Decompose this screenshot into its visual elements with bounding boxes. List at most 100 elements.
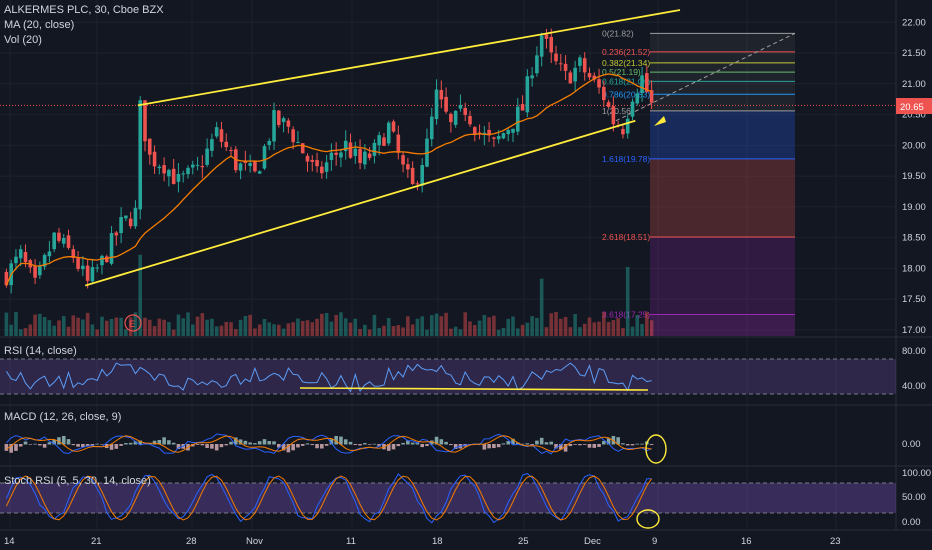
candle-body[interactable] <box>506 130 511 135</box>
candle-body[interactable] <box>549 37 554 53</box>
candle-body[interactable] <box>124 215 128 219</box>
candle-body[interactable] <box>100 255 104 266</box>
candle-body[interactable] <box>511 128 515 133</box>
candle-body[interactable] <box>415 183 420 185</box>
candle-body[interactable] <box>372 142 377 156</box>
candle-body[interactable] <box>119 217 123 234</box>
candle-body[interactable] <box>286 120 291 127</box>
candle-body[interactable] <box>472 127 477 135</box>
candle-body[interactable] <box>578 57 582 66</box>
candle-body[interactable] <box>363 151 367 165</box>
candle-body[interactable] <box>171 168 176 185</box>
candle-body[interactable] <box>597 79 601 88</box>
candle-body[interactable] <box>429 116 434 140</box>
earnings-marker[interactable]: E <box>129 319 135 330</box>
candle-body[interactable] <box>477 132 482 134</box>
fib-trend-line[interactable] <box>615 32 796 122</box>
candle-body[interactable] <box>386 122 391 144</box>
candle-body[interactable] <box>568 72 573 84</box>
candle-body[interactable] <box>4 271 9 286</box>
candle-body[interactable] <box>343 140 348 152</box>
candle-body[interactable] <box>291 129 295 143</box>
candle-body[interactable] <box>33 266 37 278</box>
candle-body[interactable] <box>90 267 95 282</box>
candle-body[interactable] <box>147 138 152 155</box>
candle-body[interactable] <box>320 166 324 174</box>
candle-body[interactable] <box>544 34 549 39</box>
candle-body[interactable] <box>23 251 28 263</box>
candle-body[interactable] <box>339 152 343 158</box>
channel-upper-line[interactable] <box>137 9 681 107</box>
candle-body[interactable] <box>515 106 520 132</box>
candle-body[interactable] <box>138 100 143 210</box>
rsi-panel[interactable]: 80.00 40.00 <box>0 346 926 395</box>
candle-body[interactable] <box>539 35 544 57</box>
candle-body[interactable] <box>530 75 534 79</box>
candle-body[interactable] <box>224 141 229 148</box>
arrow-icon[interactable] <box>654 116 666 126</box>
candle-body[interactable] <box>257 171 262 174</box>
fibonacci-extension[interactable]: 0(21.82) 0.236(21.52)0.382(21.34)0.5(21.1… <box>0 28 896 336</box>
candle-body[interactable] <box>582 58 587 73</box>
candle-body[interactable] <box>396 134 401 153</box>
candle-body[interactable] <box>176 173 181 182</box>
candle-body[interactable] <box>501 133 506 139</box>
candle-body[interactable] <box>625 118 630 134</box>
macd-line[interactable] <box>6 433 652 455</box>
trend-channel[interactable] <box>84 9 681 287</box>
candle-body[interactable] <box>525 76 530 113</box>
candle-body[interactable] <box>592 75 597 80</box>
candle-body[interactable] <box>133 207 138 227</box>
candle-body[interactable] <box>611 106 616 125</box>
candle-body[interactable] <box>329 152 334 160</box>
candle-body[interactable] <box>238 163 243 171</box>
candle-body[interactable] <box>635 93 640 104</box>
earnings-marker-circle[interactable] <box>124 314 142 332</box>
candle-body[interactable] <box>315 160 319 167</box>
rsi-line[interactable] <box>5 362 652 393</box>
candle-body[interactable] <box>401 155 405 165</box>
candle-body[interactable] <box>334 152 338 155</box>
candle-body[interactable] <box>382 137 386 146</box>
candle-body[interactable] <box>61 238 66 244</box>
candle-body[interactable] <box>190 164 195 168</box>
candle-body[interactable] <box>181 173 186 175</box>
candle-body[interactable] <box>18 249 23 259</box>
candle-body[interactable] <box>200 166 205 168</box>
candle-body[interactable] <box>114 232 119 236</box>
candle-body[interactable] <box>439 90 444 100</box>
candle-body[interactable] <box>229 149 233 151</box>
candle-body[interactable] <box>310 159 315 162</box>
rsi-legend[interactable]: RSI (14, close) <box>4 345 77 357</box>
macd-panel[interactable]: 0.00 <box>4 433 921 464</box>
candle-body[interactable] <box>559 63 563 65</box>
candle-body[interactable] <box>66 235 71 248</box>
candle-body[interactable] <box>95 267 99 269</box>
candle-body[interactable] <box>167 169 171 177</box>
candle-body[interactable] <box>57 232 61 241</box>
candle-body[interactable] <box>587 73 592 78</box>
price-axis[interactable]: 22.00 21.50 21.00 20.50 20.00 19.50 19.00 18.50… <box>902 17 926 336</box>
candle-body[interactable] <box>444 96 448 112</box>
candle-body[interactable] <box>520 104 525 111</box>
candle-body[interactable] <box>348 142 353 158</box>
candle-body[interactable] <box>157 166 162 169</box>
candle-body[interactable] <box>492 137 496 139</box>
candle-body[interactable] <box>645 73 649 92</box>
candle-body[interactable] <box>76 257 80 269</box>
candle-body[interactable] <box>109 233 114 264</box>
ma-legend[interactable]: MA (20, close) <box>4 19 74 31</box>
candle-body[interactable] <box>406 164 410 170</box>
candle-body[interactable] <box>85 265 90 281</box>
candle-body[interactable] <box>420 165 424 186</box>
candle-body[interactable] <box>606 102 611 107</box>
candle-body[interactable] <box>453 110 458 125</box>
candle-body[interactable] <box>210 139 214 151</box>
candle-body[interactable] <box>248 163 252 166</box>
candle-body[interactable] <box>152 151 157 167</box>
stoch-rsi-panel[interactable]: 100.00 50.00 0.00 <box>0 468 931 529</box>
candle-body[interactable] <box>296 142 300 144</box>
candle-body[interactable] <box>267 140 272 146</box>
candle-body[interactable] <box>52 232 56 250</box>
